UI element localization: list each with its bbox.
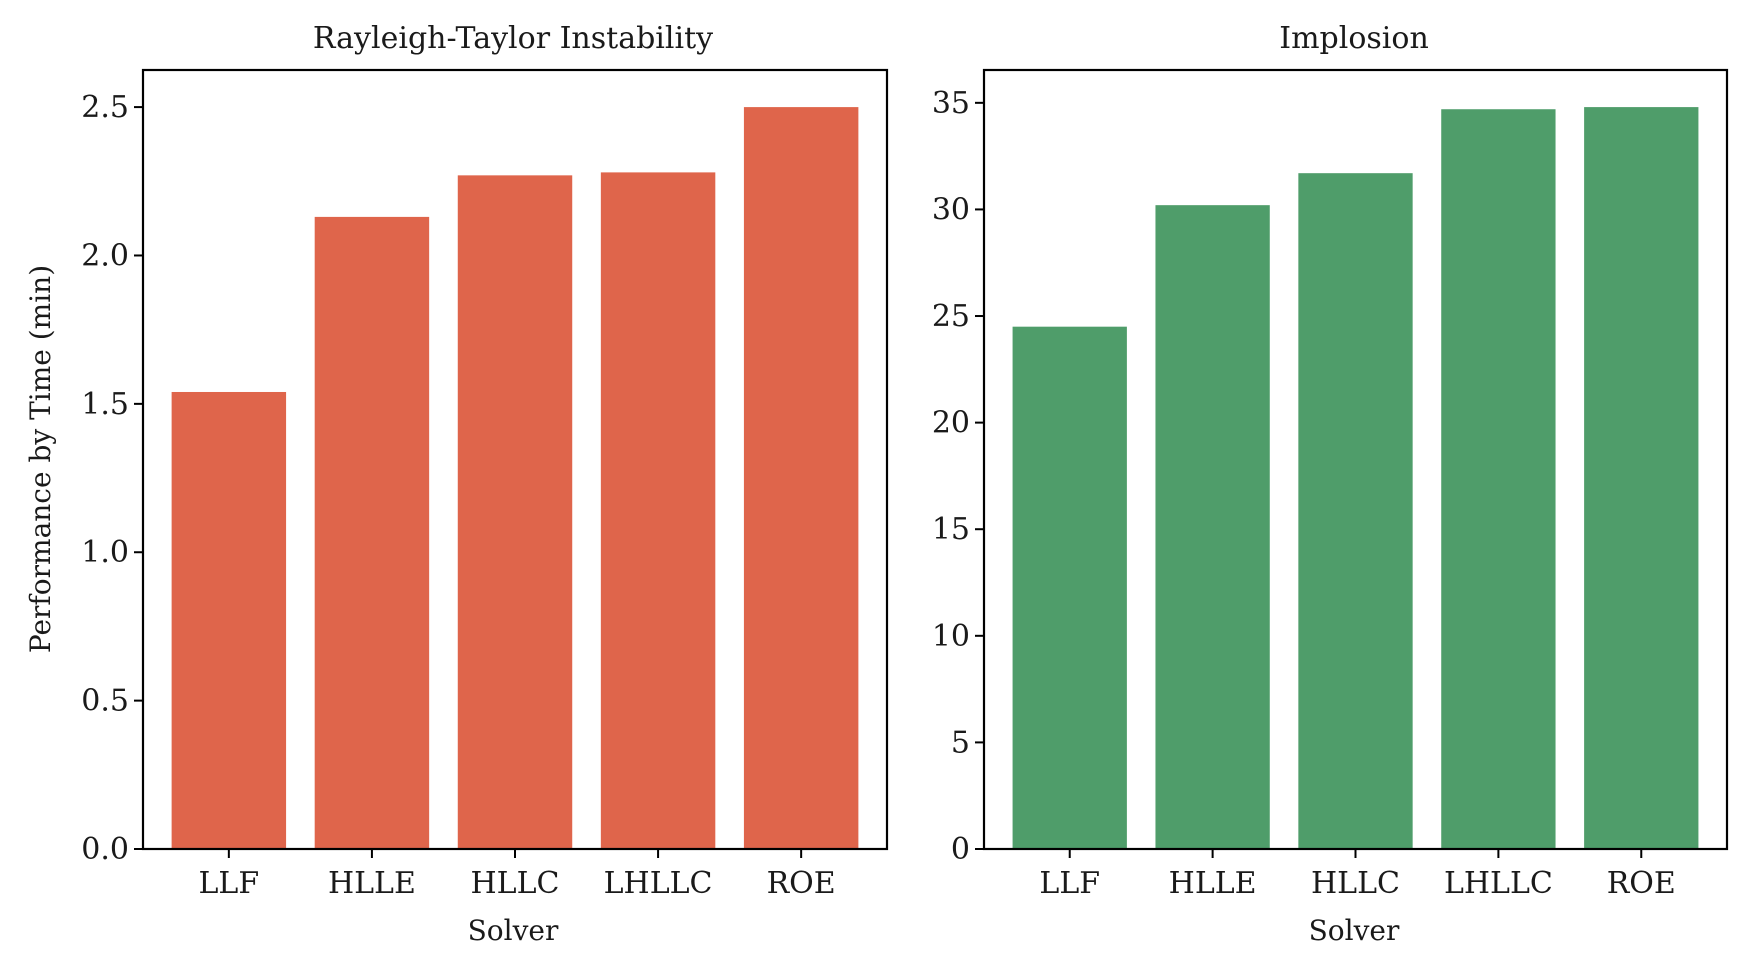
- x-tick-label: LLF: [1039, 866, 1100, 901]
- bar-llf: [171, 391, 287, 849]
- plot-frame: [141, 68, 889, 851]
- x-axis-ticks: LLF HLLE HLLC LHLLC ROE: [199, 849, 836, 901]
- bar-hllc: [1298, 173, 1413, 849]
- bar-lhllc: [600, 172, 716, 849]
- y-tick-label: 15: [932, 512, 970, 547]
- x-axis-ticks: LLF HLLE HLLC LHLLC ROE: [1039, 849, 1676, 901]
- implosion-panel: Implosion 0 5 10 15 20 25 30 35 LLF HLLE HLLC LHLL…: [932, 21, 1729, 947]
- x-axis-label: Solver: [1309, 914, 1400, 947]
- x-tick-label: LHLLC: [1444, 866, 1553, 901]
- y-tick-label: 25: [932, 299, 970, 334]
- bar-llf: [1012, 326, 1127, 849]
- bar-hlle: [1155, 205, 1270, 850]
- bar-roe: [743, 107, 859, 850]
- y-tick-label: 30: [932, 192, 970, 227]
- bar-hlle: [314, 216, 430, 849]
- x-tick-label: HLLE: [1169, 866, 1257, 901]
- y-tick-label: 20: [932, 406, 970, 441]
- plot-frame: [982, 68, 1729, 851]
- bar-hllc: [457, 175, 573, 850]
- x-tick-label: ROE: [767, 866, 836, 901]
- y-axis-ticks: 0.0 0.5 1.0 1.5 2.0 2.5: [81, 90, 143, 867]
- chart-title: Implosion: [1279, 21, 1429, 56]
- x-tick-label: HLLE: [328, 866, 416, 901]
- y-tick-label: 10: [932, 619, 970, 654]
- y-tick-label: 1.0: [81, 535, 129, 570]
- x-tick-label: HLLC: [471, 866, 560, 901]
- y-tick-label: 0.5: [81, 684, 129, 719]
- bar-group: [171, 107, 859, 850]
- y-tick-label: 5: [951, 725, 970, 760]
- x-tick-label: ROE: [1607, 866, 1676, 901]
- x-axis-label: Solver: [468, 914, 559, 947]
- x-tick-label: LHLLC: [604, 866, 713, 901]
- y-tick-label: 0.0: [81, 832, 129, 867]
- chart-title: Rayleigh-Taylor Instability: [313, 21, 713, 56]
- bar-lhllc: [1441, 109, 1556, 849]
- y-axis-label: Performance by Time (min): [24, 265, 57, 653]
- y-tick-label: 1.5: [81, 387, 129, 422]
- y-axis-ticks: 0 5 10 15 20 25 30 35: [932, 86, 984, 867]
- rayleigh-taylor-panel: Rayleigh-Taylor Instability 0.0 0.5 1.0 1.5…: [24, 21, 889, 947]
- bar-group: [1012, 107, 1699, 850]
- y-tick-label: 35: [932, 86, 970, 121]
- x-tick-label: HLLC: [1311, 866, 1400, 901]
- bar-roe: [1584, 107, 1699, 850]
- y-tick-label: 2.5: [81, 90, 129, 125]
- x-tick-label: LLF: [199, 866, 260, 901]
- y-tick-label: 2.0: [81, 238, 129, 273]
- y-tick-label: 0: [951, 832, 970, 867]
